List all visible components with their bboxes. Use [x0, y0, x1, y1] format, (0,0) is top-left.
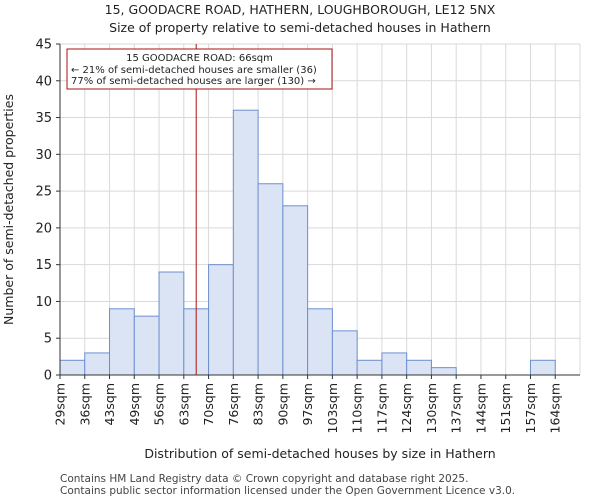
- chart-subtitle: Size of property relative to semi-detach…: [109, 20, 491, 35]
- x-tick-label: 157sqm: [523, 383, 538, 433]
- x-axis-label: Distribution of semi-detached houses by …: [144, 446, 495, 461]
- y-tick-label: 10: [35, 295, 52, 310]
- histogram-bar: [307, 308, 333, 376]
- x-tick-label: 83sqm: [251, 383, 266, 426]
- x-tick-label: 110sqm: [350, 383, 365, 433]
- x-tick-label: 43sqm: [102, 383, 117, 426]
- y-tick-label: 45: [35, 38, 52, 53]
- y-tick-label: 15: [35, 258, 52, 273]
- x-tick-label: 70sqm: [201, 383, 216, 426]
- histogram-bar: [84, 352, 111, 376]
- y-tick-label: 5: [44, 332, 52, 347]
- y-tick-label: 25: [35, 185, 52, 200]
- y-tick-label: 30: [35, 148, 52, 163]
- y-tick-label: 0: [44, 369, 52, 384]
- histogram-bar: [133, 315, 160, 376]
- x-tick-label: 63sqm: [176, 383, 191, 426]
- x-tick-label: 29sqm: [53, 383, 68, 426]
- x-tick-label: 97sqm: [300, 383, 315, 426]
- x-tick-label: 117sqm: [374, 383, 389, 433]
- histogram-bar: [109, 308, 135, 376]
- histogram-bar: [208, 264, 234, 376]
- histogram-bar: [331, 330, 358, 376]
- y-tick-label: 20: [35, 221, 52, 236]
- histogram-bar: [257, 183, 284, 376]
- annotation-larger: 77% of semi-detached houses are larger (…: [71, 76, 316, 87]
- footer-copyright: Contains HM Land Registry data © Crown c…: [60, 473, 469, 485]
- histogram-bar: [282, 205, 309, 376]
- histogram-bar: [356, 359, 383, 376]
- x-tick-label: 164sqm: [548, 383, 563, 433]
- histogram-bar: [59, 359, 86, 376]
- x-tick-label: 76sqm: [226, 383, 241, 426]
- x-tick-label: 144sqm: [473, 383, 488, 433]
- x-tick-label: 36sqm: [77, 383, 92, 426]
- histogram-bar: [232, 109, 259, 376]
- histogram-bar: [430, 367, 457, 376]
- histogram-bar: [406, 359, 432, 376]
- histogram-bar: [381, 352, 408, 376]
- x-tick-label: 124sqm: [399, 383, 414, 433]
- annotation-smaller: ← 21% of semi-detached houses are smalle…: [71, 65, 317, 76]
- x-tick-label: 56sqm: [152, 383, 167, 426]
- x-tick-label: 49sqm: [127, 383, 142, 426]
- y-tick-label: 35: [35, 111, 52, 126]
- x-tick-label: 151sqm: [498, 383, 513, 433]
- footer-licence: Contains public sector information licen…: [60, 485, 516, 497]
- annotation-box: [66, 48, 333, 90]
- histogram-bar: [158, 271, 185, 376]
- x-tick-label: 103sqm: [325, 383, 340, 433]
- x-tick-label: 130sqm: [424, 383, 439, 433]
- annotation-title: 15 GOODACRE ROAD: 66sqm: [126, 53, 273, 64]
- y-axis-label: Number of semi-detached properties: [1, 94, 16, 325]
- y-tick-label: 40: [35, 74, 52, 89]
- chart-title-address: 15, GOODACRE ROAD, HATHERN, LOUGHBOROUGH…: [104, 2, 496, 17]
- x-tick-label: 90sqm: [275, 383, 290, 426]
- x-tick-label: 137sqm: [449, 383, 464, 433]
- histogram-bar: [529, 359, 556, 376]
